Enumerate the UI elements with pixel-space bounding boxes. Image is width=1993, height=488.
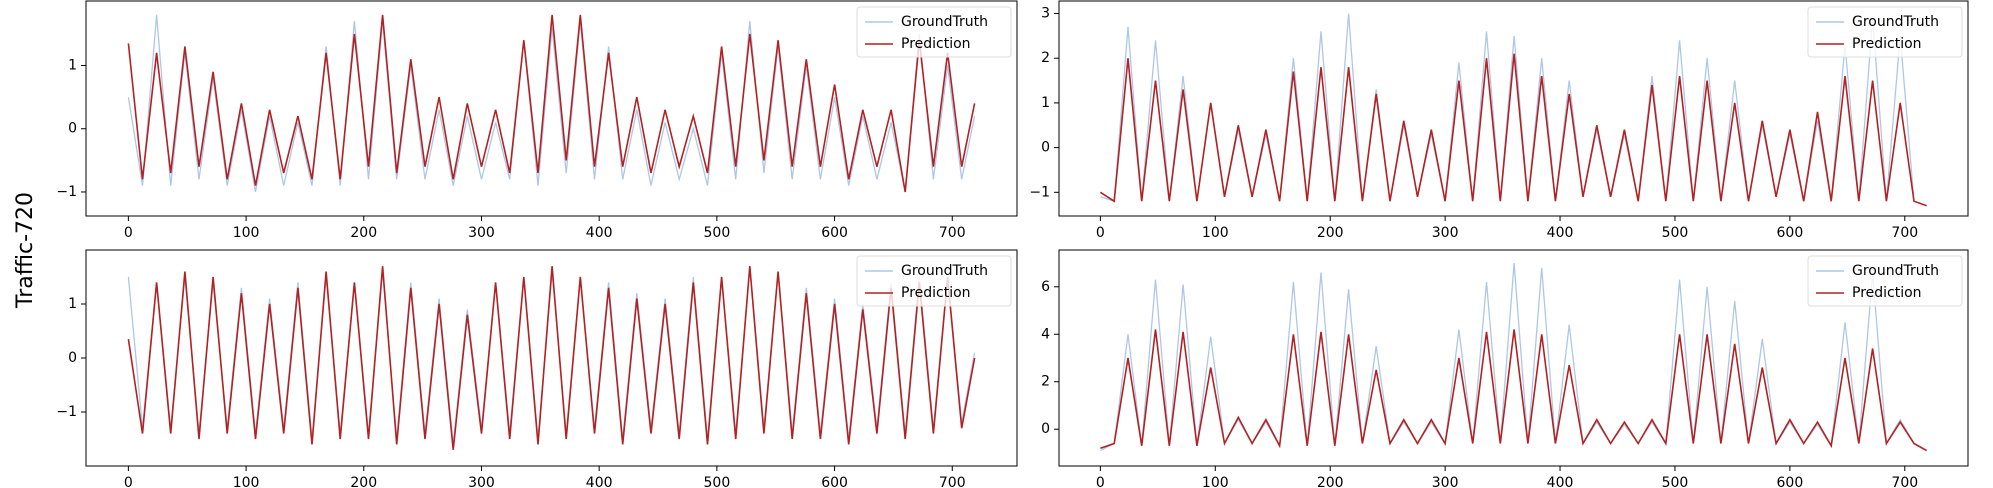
x-tick-label: 600 xyxy=(821,225,848,241)
figure-ylabel: Traffic-720 xyxy=(13,192,38,309)
y-tick-label: 1 xyxy=(68,296,77,312)
legend-label: GroundTruth xyxy=(1852,263,1939,279)
series-line xyxy=(1100,13,1927,207)
x-tick-label: 700 xyxy=(939,225,966,241)
y-tick-label: 2 xyxy=(1041,50,1050,66)
x-tick-label: 0 xyxy=(1096,225,1105,241)
y-tick-label: −1 xyxy=(56,404,77,420)
y-tick-label: 0 xyxy=(1041,421,1050,437)
series-line xyxy=(127,266,976,445)
series-line xyxy=(1099,53,1927,207)
x-tick-label: 600 xyxy=(1777,225,1804,241)
y-tick-label: −1 xyxy=(1029,184,1050,200)
y-tick-label: 2 xyxy=(1041,374,1050,390)
y-tick-label: 0 xyxy=(68,350,77,366)
y-tick-label: 4 xyxy=(1041,326,1050,342)
y-tick-label: 6 xyxy=(1041,279,1050,295)
series-line xyxy=(1100,329,1927,452)
x-tick-label: 100 xyxy=(233,225,260,241)
x-tick-label: 400 xyxy=(1547,475,1574,488)
x-tick-label: 700 xyxy=(939,475,966,488)
y-tick-label: 0 xyxy=(68,121,77,137)
series-line xyxy=(127,266,976,450)
axes-frame xyxy=(85,249,1018,467)
x-tick-label: 500 xyxy=(1662,475,1689,488)
legend-label: Prediction xyxy=(1852,36,1922,52)
x-tick-label: 0 xyxy=(1096,475,1105,488)
x-tick-label: 500 xyxy=(704,225,731,241)
x-tick-label: 100 xyxy=(1202,475,1229,488)
x-tick-label: 300 xyxy=(468,475,495,488)
legend-label: Prediction xyxy=(901,36,971,52)
axes-frame xyxy=(1058,0,1969,217)
legend-label: Prediction xyxy=(1852,285,1922,301)
x-tick-label: 500 xyxy=(1662,225,1689,241)
series-line xyxy=(127,14,976,193)
x-tick-label: 0 xyxy=(124,225,133,241)
y-tick-label: 3 xyxy=(1041,6,1050,22)
x-tick-label: 200 xyxy=(350,475,377,488)
legend-frame xyxy=(1807,255,1963,307)
series-line xyxy=(127,14,976,193)
x-tick-label: 200 xyxy=(1317,475,1344,488)
legend-frame xyxy=(1807,6,1963,58)
series-line xyxy=(1100,263,1927,452)
x-tick-label: 300 xyxy=(468,225,495,241)
x-tick-label: 400 xyxy=(586,225,613,241)
x-tick-label: 600 xyxy=(1777,475,1804,488)
x-tick-label: 0 xyxy=(124,475,133,488)
axes-frame xyxy=(1058,249,1969,467)
legend-frame xyxy=(856,255,1012,307)
x-tick-label: 100 xyxy=(233,475,260,488)
y-tick-label: 1 xyxy=(68,58,77,74)
x-tick-label: 400 xyxy=(586,475,613,488)
y-tick-label: 0 xyxy=(1041,140,1050,156)
legend-label: GroundTruth xyxy=(901,263,988,279)
x-tick-label: 300 xyxy=(1432,475,1459,488)
x-tick-label: 100 xyxy=(1202,225,1229,241)
legend-frame xyxy=(856,6,1012,58)
x-tick-label: 200 xyxy=(1317,225,1344,241)
x-tick-label: 700 xyxy=(1891,475,1918,488)
x-tick-label: 300 xyxy=(1432,225,1459,241)
y-tick-label: 1 xyxy=(1041,95,1050,111)
x-tick-label: 600 xyxy=(821,475,848,488)
x-tick-label: 400 xyxy=(1547,225,1574,241)
y-tick-label: −1 xyxy=(56,184,77,200)
legend-label: GroundTruth xyxy=(901,14,988,30)
legend-label: GroundTruth xyxy=(1852,14,1939,30)
x-tick-label: 700 xyxy=(1891,225,1918,241)
x-tick-label: 200 xyxy=(350,225,377,241)
legend-label: Prediction xyxy=(901,285,971,301)
axes-frame xyxy=(85,0,1018,217)
x-tick-label: 500 xyxy=(704,475,731,488)
